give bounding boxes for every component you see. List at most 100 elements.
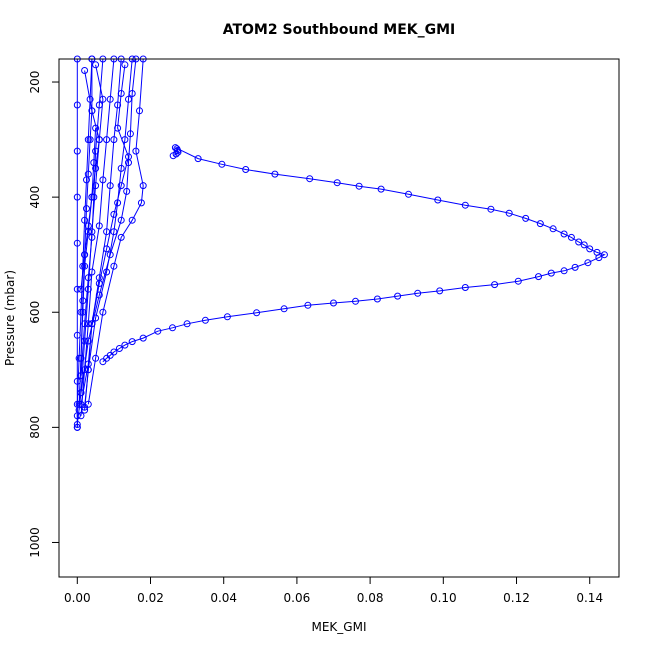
- data-point: [92, 124, 100, 132]
- data-point: [560, 230, 568, 238]
- data-point: [514, 277, 522, 285]
- data-point: [461, 201, 469, 209]
- data-point: [242, 166, 250, 173]
- data-point: [505, 209, 513, 217]
- data-point: [77, 285, 85, 293]
- data-point: [355, 182, 363, 190]
- data-point: [522, 214, 530, 222]
- x-tick-label: 0.00: [64, 591, 91, 605]
- data-point: [280, 305, 288, 313]
- data-point: [77, 400, 85, 408]
- data-point: [92, 354, 100, 362]
- y-axis-label: Pressure (mbar): [3, 270, 17, 366]
- data-point: [84, 222, 92, 230]
- data-point: [117, 164, 125, 172]
- data-point: [103, 228, 111, 236]
- data-point: [128, 216, 136, 224]
- plot-frame: [58, 58, 620, 578]
- data-point: [117, 90, 125, 97]
- data-point: [436, 287, 444, 295]
- data-point: [125, 159, 132, 167]
- data-point: [114, 101, 122, 109]
- data-point: [73, 147, 81, 155]
- data-point: [139, 334, 147, 342]
- data-point: [171, 144, 179, 152]
- data-point: [560, 267, 568, 275]
- data-point: [73, 239, 81, 247]
- data-point: [106, 251, 114, 259]
- data-point: [595, 254, 603, 262]
- data-point: [88, 233, 96, 241]
- data-point: [77, 389, 85, 397]
- data-point: [106, 182, 114, 190]
- x-tick-label: 0.14: [576, 591, 603, 605]
- data-point: [92, 147, 100, 155]
- x-tick-label: 0.10: [430, 591, 457, 605]
- data-point: [84, 320, 92, 328]
- series-line: [76, 58, 93, 428]
- x-axis-label: MEK_GMI: [312, 620, 367, 634]
- data-point: [73, 285, 81, 293]
- data-point: [405, 190, 412, 198]
- data-point: [139, 182, 147, 190]
- data-point: [414, 289, 422, 297]
- data-point: [106, 95, 114, 103]
- data-point: [90, 159, 98, 167]
- data-point: [95, 101, 103, 109]
- data-point: [128, 90, 136, 97]
- data-point: [81, 216, 89, 224]
- data-point: [73, 193, 81, 201]
- data-point: [536, 220, 544, 228]
- plot-marks: [73, 55, 608, 431]
- data-point: [103, 136, 111, 144]
- chart-title: ATOM2 Southbound MEK_GMI: [223, 22, 456, 38]
- data-point: [84, 285, 92, 293]
- data-point: [173, 145, 181, 153]
- data-point: [580, 241, 588, 249]
- data-point: [394, 292, 402, 300]
- series-line: [102, 147, 606, 363]
- data-point: [373, 295, 381, 303]
- data-point: [253, 309, 261, 317]
- series-line: [80, 58, 115, 416]
- data-point: [567, 233, 575, 241]
- data-point: [584, 259, 592, 267]
- data-point: [123, 187, 131, 195]
- data-point: [201, 316, 209, 324]
- data-point: [491, 281, 499, 289]
- data-point: [110, 228, 118, 236]
- data-point: [90, 193, 98, 201]
- data-point: [81, 67, 89, 74]
- data-point: [121, 61, 129, 69]
- data-point: [571, 263, 579, 271]
- data-point: [77, 412, 85, 420]
- data-point: [547, 269, 555, 277]
- data-point: [126, 130, 134, 138]
- data-point: [73, 101, 81, 109]
- x-tick-label: 0.06: [284, 591, 311, 605]
- data-point: [117, 233, 125, 241]
- data-point: [169, 324, 176, 332]
- data-point: [549, 225, 557, 233]
- data-point: [84, 400, 92, 408]
- data-point: [84, 170, 92, 178]
- data-point: [110, 262, 118, 270]
- data-point: [86, 136, 94, 144]
- data-point: [194, 155, 202, 163]
- data-point: [137, 199, 145, 207]
- data-point: [223, 313, 231, 321]
- data-point: [600, 251, 608, 259]
- x-tick-label: 0.08: [357, 591, 384, 605]
- data-point: [306, 175, 314, 183]
- data-point: [434, 196, 442, 204]
- x-tick-label: 0.04: [210, 591, 237, 605]
- data-point: [75, 400, 83, 408]
- data-point: [83, 205, 90, 213]
- series-line: [80, 58, 104, 376]
- x-tick-label: 0.02: [137, 591, 164, 605]
- y-tick-label: 600: [28, 301, 42, 324]
- data-point: [88, 193, 96, 201]
- data-point: [575, 238, 583, 246]
